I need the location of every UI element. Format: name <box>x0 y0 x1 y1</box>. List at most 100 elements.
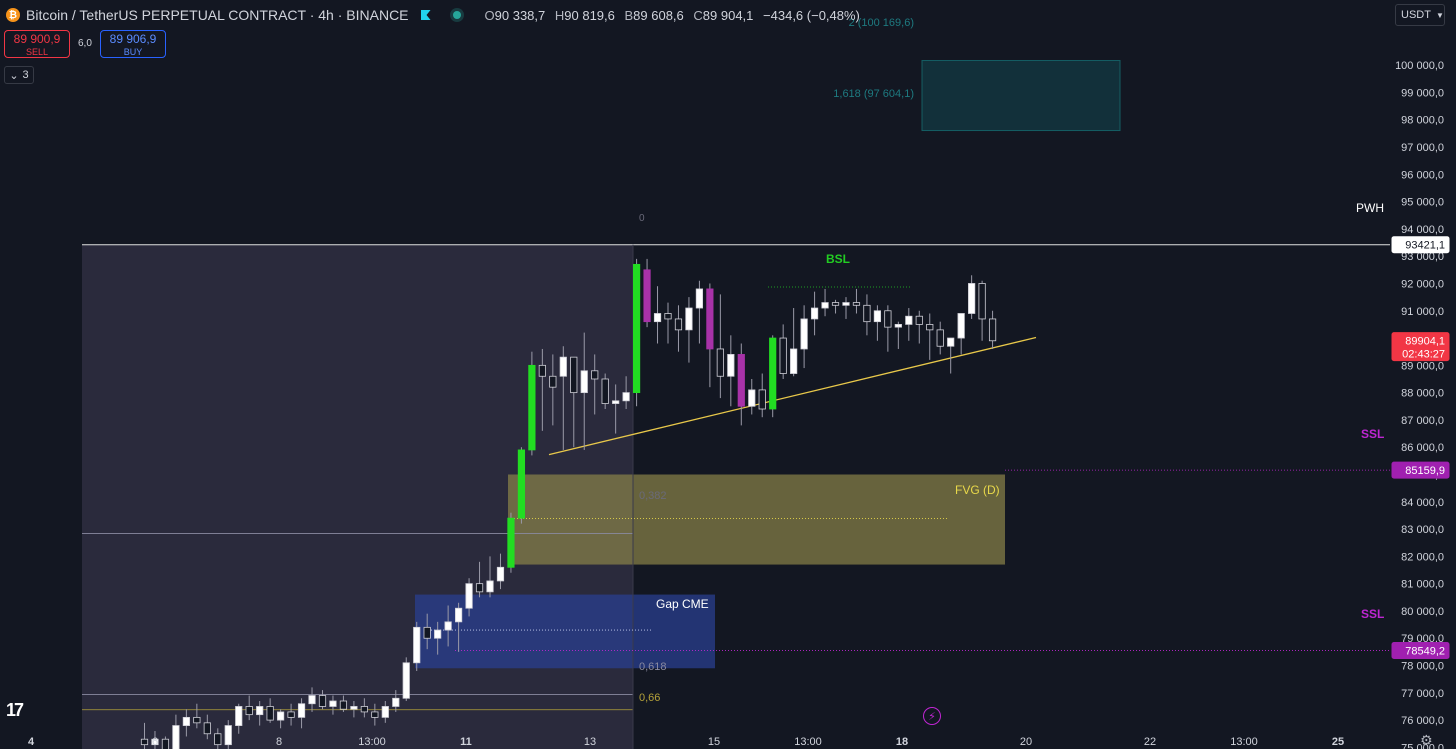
fvg-label: FVG (D) <box>955 483 1000 497</box>
price-axis-label: 85159,9 <box>1391 461 1450 479</box>
y-tick-label: 95 000,0 <box>1401 197 1444 209</box>
candle <box>266 698 274 723</box>
indicator-count: 3 <box>22 69 29 81</box>
trend-line <box>548 336 1037 456</box>
candle <box>706 283 714 388</box>
gap-cme-label: Gap CME <box>656 597 709 611</box>
pwh-label: PWH <box>1356 201 1384 215</box>
symbol-title[interactable]: Bitcoin / TetherUS PERPETUAL CONTRACT · … <box>26 7 409 23</box>
sell-button[interactable]: 89 900,9 SELL <box>4 30 70 58</box>
candle <box>894 321 902 349</box>
y-tick-label: 88 000,0 <box>1401 388 1444 400</box>
candle <box>664 302 672 344</box>
x-tick-label: 4 <box>28 736 35 748</box>
candle <box>769 335 777 418</box>
fib-066-label: 0,66 <box>639 692 660 704</box>
candle <box>653 286 662 344</box>
candle <box>486 556 494 598</box>
tradingview-logo[interactable]: 17 <box>6 700 24 720</box>
candle <box>151 731 159 749</box>
fib-extension-box <box>921 60 1121 132</box>
gap-cme-zone <box>415 594 715 669</box>
price-axis-label: 93421,1 <box>1391 236 1450 254</box>
high-value: 90 819,6 <box>564 7 615 23</box>
buy-label: BUY <box>123 47 143 57</box>
gear-icon[interactable]: ⚙ <box>1420 732 1433 748</box>
candle <box>496 553 505 590</box>
candle <box>988 310 997 349</box>
candle <box>842 297 850 319</box>
candle <box>779 324 787 379</box>
x-tick-label: 8 <box>276 736 282 748</box>
flag-icon[interactable] <box>420 10 431 20</box>
candle <box>632 258 641 407</box>
candle <box>235 703 243 734</box>
candle <box>465 578 473 617</box>
indicators-collapse-button[interactable]: ⌄ 3 <box>4 66 34 84</box>
candle <box>737 343 745 426</box>
y-tick-label: 76 000,0 <box>1401 715 1444 727</box>
candle <box>978 280 986 341</box>
y-tick-label: 80 000,0 <box>1401 606 1444 618</box>
candle <box>203 714 211 740</box>
candle <box>507 512 515 573</box>
y-tick-label: 84 000,0 <box>1401 497 1444 509</box>
candle <box>371 703 379 726</box>
candle <box>727 335 735 407</box>
candle <box>559 346 567 450</box>
y-tick-label: 97 000,0 <box>1401 142 1444 154</box>
candle <box>790 308 798 377</box>
candle <box>695 280 704 344</box>
y-tick-label: 98 000,0 <box>1401 115 1444 127</box>
candle <box>685 297 693 363</box>
price-label-value: 89904,1 <box>1405 336 1445 348</box>
candle <box>392 690 400 712</box>
candle <box>612 384 620 434</box>
candle <box>758 373 766 418</box>
candle <box>308 687 316 712</box>
bitcoin-icon: ₿ <box>6 8 20 22</box>
candle <box>915 310 923 344</box>
candle <box>318 690 327 710</box>
lightning-icon[interactable]: ⚡ <box>923 707 941 725</box>
candle <box>821 288 829 317</box>
candle <box>182 709 190 737</box>
market-open-icon <box>452 11 461 19</box>
candle <box>601 373 609 410</box>
buy-button[interactable]: 89 906,9 BUY <box>100 30 166 58</box>
candle <box>172 714 180 749</box>
candle <box>256 701 264 726</box>
candle <box>454 602 463 652</box>
price-label-value: 78549,2 <box>1405 646 1445 658</box>
y-tick-label: 86 000,0 <box>1401 442 1444 454</box>
currency-label: USDT <box>1401 9 1431 21</box>
y-tick-label: 89 000,0 <box>1401 360 1444 372</box>
sell-label: SELL <box>25 47 49 57</box>
fib-0382-label: 0,382 <box>639 490 667 502</box>
close-value: 89 904,1 <box>702 7 754 23</box>
candle <box>810 291 819 336</box>
candle <box>674 305 683 352</box>
price-label-timer: 02:43:27 <box>1402 349 1445 361</box>
open-value: 90 338,7 <box>494 7 546 23</box>
y-tick-label: 91 000,0 <box>1401 306 1444 318</box>
bsl-label: BSL <box>826 252 850 266</box>
candle <box>538 348 546 431</box>
ohlc-readout: O90 338,7 H90 819,6 B89 608,6 C89 904,1 … <box>484 7 860 23</box>
candle <box>852 288 861 314</box>
candle <box>413 621 421 671</box>
candle <box>549 354 557 426</box>
y-tick-label: 78 000,0 <box>1401 661 1444 673</box>
candle <box>580 332 588 450</box>
y-tick-label: 87 000,0 <box>1401 415 1444 427</box>
fib-2-label: 2 (100 169,6) <box>849 17 914 29</box>
candle <box>214 728 222 749</box>
currency-select[interactable]: USDT ▼ <box>1395 4 1445 26</box>
candle <box>140 722 149 749</box>
x-tick-label: 18 <box>896 736 908 748</box>
candle <box>297 698 306 729</box>
change-value: −434,6 (−0,48%) <box>763 7 860 23</box>
candle <box>381 701 389 723</box>
price-label-value: 85159,9 <box>1405 465 1445 477</box>
